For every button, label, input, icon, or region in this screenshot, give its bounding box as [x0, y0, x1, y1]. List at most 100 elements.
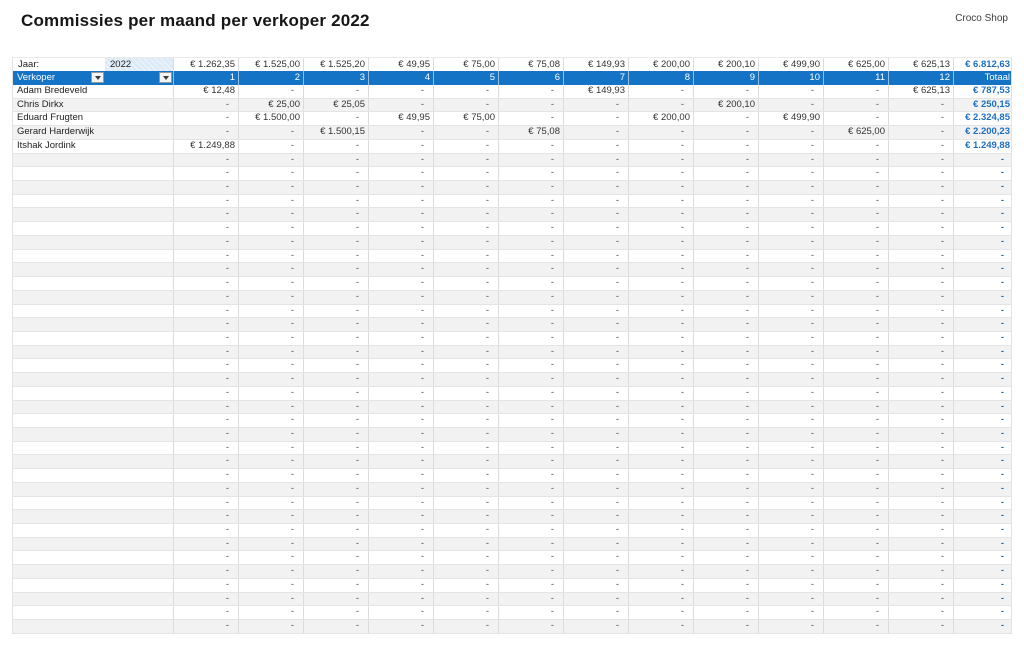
row-total-cell: -: [953, 482, 1013, 496]
month-value-cell: -: [563, 386, 628, 400]
empty-row: -------------: [13, 537, 1011, 552]
month-value-cell: -: [693, 277, 758, 290]
month-value-cell: -: [368, 222, 433, 235]
month-value-cell: -: [173, 427, 238, 441]
month-value-cell: -: [693, 139, 758, 153]
month-value-cell: -: [498, 455, 563, 469]
empty-row: -------------: [13, 277, 1011, 291]
month-value-cell: -: [563, 510, 628, 523]
month-value-cell: -: [173, 359, 238, 373]
month-value-cell: -: [433, 455, 498, 469]
month-value-cell: -: [823, 277, 888, 290]
month-value-cell: -: [888, 510, 953, 523]
month-value-cell: -: [173, 112, 238, 126]
month-value-cell: -: [303, 565, 368, 578]
month-value-cell: -: [693, 359, 758, 373]
month-value-cell: -: [693, 427, 758, 441]
month-value-cell: -: [758, 222, 823, 235]
month-value-cell: -: [433, 524, 498, 537]
month-value-cell: -: [173, 592, 238, 606]
empty-row: -------------: [13, 578, 1013, 593]
month-value-cell: -: [303, 139, 368, 153]
month-value-cell: -: [498, 565, 563, 578]
month-value-cell: -: [823, 112, 888, 126]
month-value-cell: -: [498, 414, 563, 427]
month-value-cell: -: [433, 85, 498, 98]
spacer-cell: [105, 442, 173, 455]
month-value-cell: -: [433, 153, 498, 167]
month-value-cell: -: [368, 304, 433, 318]
month-value-cell: -: [693, 482, 758, 496]
month-value-cell: -: [888, 277, 953, 290]
year-input-cell[interactable]: 2022: [105, 58, 173, 71]
month-value-cell: -: [433, 126, 498, 139]
month-value-cell: -: [173, 208, 238, 222]
secondary-filter-dropdown-button[interactable]: [159, 72, 172, 83]
empty-row: -------------: [13, 565, 1011, 579]
month-total-cell: € 625,13: [888, 58, 953, 71]
seller-name-cell: [13, 387, 105, 400]
month-value-cell: -: [563, 524, 628, 537]
month-value-cell: -: [498, 551, 563, 565]
empty-row: -------------: [13, 181, 1011, 195]
month-value-cell: -: [823, 98, 888, 112]
spacer-cell: [105, 167, 173, 180]
month-total-cell: € 1.525,20: [303, 58, 368, 71]
spacer-cell: [105, 99, 173, 112]
seller-name-cell: [13, 346, 105, 359]
month-value-cell: € 200,00: [628, 112, 693, 126]
month-header-cell: 10: [758, 71, 823, 85]
month-header-cell: 1: [173, 71, 238, 85]
seller-name-cell: [13, 428, 105, 441]
month-value-cell: -: [823, 578, 888, 592]
month-value-cell: -: [368, 263, 433, 277]
month-value-cell: -: [303, 153, 368, 167]
month-value-cell: -: [303, 510, 368, 523]
month-value-cell: -: [238, 427, 303, 441]
row-total-cell: -: [953, 578, 1013, 592]
month-value-cell: -: [758, 414, 823, 427]
month-value-cell: -: [563, 496, 628, 510]
month-value-cell: -: [693, 331, 758, 345]
empty-row: -------------: [13, 208, 1011, 223]
month-value-cell: -: [498, 373, 563, 386]
month-value-cell: -: [563, 112, 628, 126]
month-value-cell: -: [303, 112, 368, 126]
month-value-cell: -: [628, 290, 693, 304]
month-value-cell: -: [368, 98, 433, 112]
seller-name-cell: [13, 455, 105, 468]
month-value-cell: -: [498, 510, 563, 523]
month-value-cell: -: [628, 537, 693, 551]
month-value-cell: -: [758, 400, 823, 414]
seller-name-cell: [13, 154, 105, 167]
verkoper-header-cell: Verkoper: [13, 71, 105, 85]
row-total-cell: -: [953, 606, 1013, 620]
spacer-cell: [105, 538, 173, 551]
verkoper-filter-dropdown-button[interactable]: [91, 72, 104, 83]
month-value-cell: -: [173, 331, 238, 345]
month-value-cell: -: [433, 565, 498, 578]
month-value-cell: € 625,13: [888, 85, 953, 98]
row-total-cell: -: [953, 496, 1013, 510]
month-value-cell: -: [628, 345, 693, 359]
month-value-cell: -: [758, 249, 823, 263]
month-value-cell: -: [433, 592, 498, 606]
month-value-cell: € 1.249,88: [173, 139, 238, 153]
empty-row: -------------: [13, 400, 1011, 415]
month-value-cell: -: [498, 249, 563, 263]
month-value-cell: -: [628, 414, 693, 427]
month-value-cell: -: [238, 565, 303, 578]
month-value-cell: -: [498, 235, 563, 249]
month-header-cell: 12: [888, 71, 953, 85]
month-value-cell: -: [888, 565, 953, 578]
month-value-cell: -: [433, 235, 498, 249]
month-value-cell: -: [173, 414, 238, 427]
month-value-cell: -: [173, 551, 238, 565]
month-value-cell: -: [888, 290, 953, 304]
month-value-cell: -: [693, 222, 758, 235]
row-total-cell: -: [953, 318, 1013, 331]
month-value-cell: -: [823, 455, 888, 469]
month-value-cell: -: [238, 482, 303, 496]
month-value-cell: -: [693, 469, 758, 482]
month-value-cell: -: [368, 373, 433, 386]
